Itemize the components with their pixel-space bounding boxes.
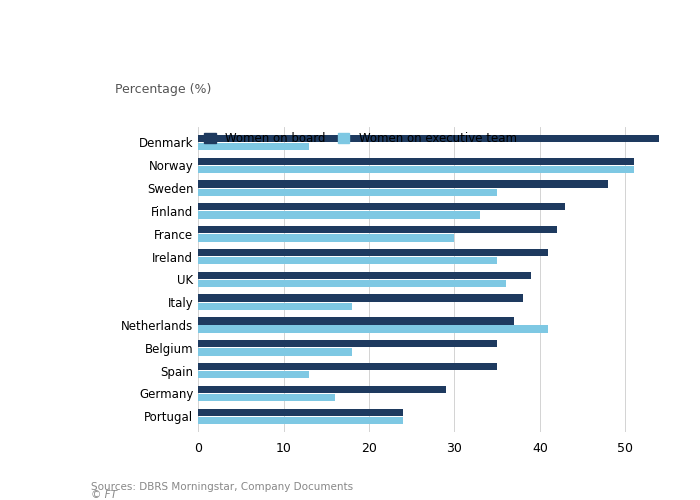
Bar [198, 158, 634, 165]
Bar [198, 408, 403, 416]
Text: © FT: © FT [91, 490, 117, 500]
Bar [198, 143, 309, 150]
Bar [198, 188, 497, 196]
Bar [198, 386, 446, 393]
Bar [198, 249, 548, 256]
Bar [198, 371, 309, 378]
Text: Percentage (%): Percentage (%) [116, 83, 212, 96]
Bar [198, 280, 505, 287]
Bar [198, 348, 352, 356]
Bar [198, 394, 335, 401]
Bar [198, 326, 548, 333]
Bar [198, 257, 497, 264]
Bar [198, 272, 531, 279]
Bar [198, 417, 403, 424]
Bar [198, 226, 557, 234]
Bar [198, 203, 566, 210]
Bar [198, 180, 608, 188]
Bar [198, 363, 497, 370]
Bar [198, 134, 659, 142]
Text: Sources: DBRS Morningstar, Company Documents: Sources: DBRS Morningstar, Company Docum… [91, 482, 353, 492]
Bar [198, 166, 634, 173]
Bar [198, 212, 480, 218]
Bar [198, 234, 454, 241]
Bar [198, 302, 352, 310]
Bar [198, 294, 523, 302]
Legend: Women on board, Women on executive team: Women on board, Women on executive team [204, 132, 517, 145]
Bar [198, 340, 497, 347]
Bar [198, 318, 514, 324]
